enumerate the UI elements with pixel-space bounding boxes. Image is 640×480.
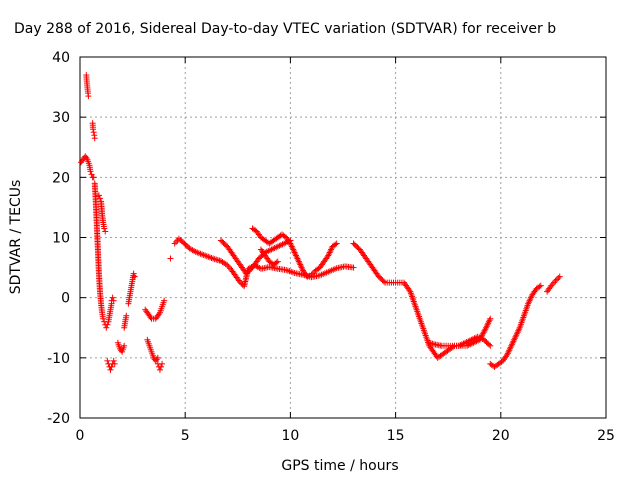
- data-point: [110, 357, 117, 364]
- data-point: [85, 93, 92, 100]
- data-point: [154, 354, 161, 361]
- data-point: [556, 273, 563, 280]
- data-point: [552, 277, 559, 284]
- data-points: [78, 72, 563, 373]
- data-point: [90, 174, 97, 181]
- x-tick-label: 15: [387, 428, 405, 444]
- chart-title: Day 288 of 2016, Sidereal Day-to-day VTE…: [14, 21, 556, 37]
- data-point-fill: [555, 275, 562, 282]
- data-point: [123, 312, 130, 319]
- data-point: [108, 363, 115, 370]
- grid-lines: [80, 57, 606, 418]
- x-tick-label: 25: [597, 428, 615, 444]
- data-point-fill: [536, 283, 543, 290]
- data-point: [308, 271, 315, 278]
- data-point: [91, 135, 98, 142]
- data-point: [130, 270, 137, 277]
- data-point-fill: [309, 270, 316, 277]
- y-tick-label: -10: [47, 351, 70, 367]
- data-point: [537, 282, 544, 289]
- data-point: [487, 315, 494, 322]
- axis-ticks: 0 5 10 15 20 25 -20 -10 0 10 20 30 40: [47, 50, 615, 444]
- data-point: [159, 360, 166, 367]
- data-point: [487, 342, 494, 349]
- y-tick-label: 10: [52, 231, 70, 247]
- data-point: [88, 171, 95, 178]
- x-tick-label: 10: [281, 428, 299, 444]
- data-point: [111, 360, 118, 367]
- data-point: [90, 129, 97, 136]
- data-point: [104, 357, 111, 364]
- data-point-fill: [273, 259, 280, 266]
- data-point: [161, 297, 168, 304]
- data-point: [131, 273, 138, 280]
- data-point: [95, 192, 102, 199]
- data-point: [156, 366, 163, 373]
- data-point: [333, 240, 340, 247]
- data-point: [158, 363, 165, 370]
- y-tick-label: 30: [52, 110, 70, 126]
- data-point-fill: [553, 276, 560, 283]
- data-point-fill: [486, 341, 493, 348]
- y-tick-label: 20: [52, 170, 70, 186]
- data-point: [100, 315, 107, 322]
- data-point: [350, 264, 357, 271]
- x-axis-label: GPS time / hours: [281, 458, 398, 474]
- data-point: [103, 324, 110, 331]
- data-point-fill: [380, 278, 387, 285]
- x-tick-label: 5: [181, 428, 190, 444]
- data-point: [107, 366, 114, 373]
- data-point: [102, 228, 109, 235]
- y-tick-label: 0: [61, 291, 70, 307]
- data-point: [87, 168, 94, 175]
- data-point: [90, 126, 97, 133]
- x-tick-label: 20: [492, 428, 510, 444]
- data-point: [96, 195, 103, 202]
- y-axis-label: SDTVAR / TECUs: [8, 180, 24, 295]
- data-point: [236, 279, 243, 286]
- data-point: [101, 225, 108, 232]
- y-tick-label: 40: [52, 50, 70, 66]
- x-tick-label: 0: [76, 428, 85, 444]
- data-point-fill: [332, 241, 339, 248]
- data-point: [109, 294, 116, 301]
- data-point-fill: [450, 343, 457, 350]
- data-point: [167, 255, 174, 262]
- data-point: [121, 342, 128, 349]
- data-point: [274, 258, 281, 265]
- y-tick-label: -20: [47, 411, 70, 427]
- data-point: [104, 321, 111, 328]
- data-point: [110, 297, 117, 304]
